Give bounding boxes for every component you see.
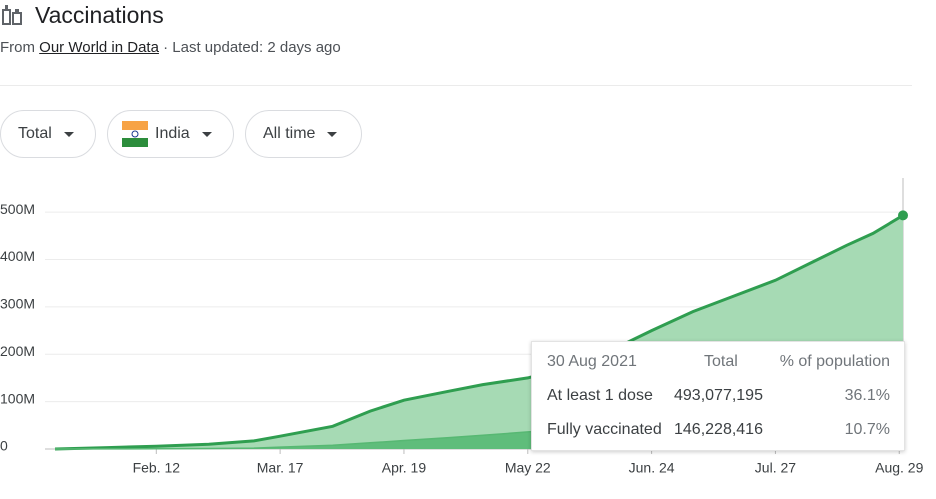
y-tick-label: 200M bbox=[0, 343, 35, 359]
tooltip-date: 30 Aug 2021 bbox=[547, 353, 637, 370]
source-prefix: From bbox=[0, 39, 35, 56]
x-tick-label: May 22 bbox=[505, 460, 551, 476]
y-tick-label: 300M bbox=[0, 296, 35, 312]
tooltip-percent: 10.7% bbox=[844, 421, 890, 438]
subtitle: From Our World in Data · Last updated: 2… bbox=[0, 39, 341, 56]
x-tick-label: Mar. 17 bbox=[257, 460, 304, 476]
source-link[interactable]: Our World in Data bbox=[39, 39, 159, 56]
last-updated: · Last updated: 2 days ago bbox=[163, 39, 341, 56]
y-tick-label: 0 bbox=[0, 438, 8, 454]
x-tick-label: Apr. 19 bbox=[382, 460, 427, 476]
button-label: All time bbox=[263, 125, 316, 142]
x-tick-label: Jul. 27 bbox=[755, 460, 796, 476]
tooltip-total: 493,077,195 bbox=[674, 387, 763, 404]
range-button[interactable]: All time bbox=[245, 110, 362, 158]
country-button[interactable]: India bbox=[107, 110, 234, 158]
hover-dot bbox=[898, 210, 908, 221]
tooltip-column: % of population bbox=[779, 353, 890, 370]
tooltip-series: Fully vaccinated bbox=[547, 421, 662, 438]
x-tick-label: Aug. 29 bbox=[875, 460, 923, 476]
vaccine-icon bbox=[2, 5, 22, 25]
metric-button[interactable]: Total bbox=[0, 110, 96, 158]
y-tick-label: 500M bbox=[0, 201, 35, 217]
tooltip-series: At least 1 dose bbox=[547, 387, 653, 404]
flag bbox=[122, 121, 148, 147]
x-tick-label: Feb. 12 bbox=[133, 460, 181, 476]
x-tick-label: Jun. 24 bbox=[629, 460, 675, 476]
button-label: Total bbox=[18, 125, 52, 142]
tooltip-percent: 36.1% bbox=[844, 387, 890, 404]
y-tick-label: 400M bbox=[0, 248, 35, 264]
line bbox=[54, 214, 904, 451]
y-tick-label: 100M bbox=[0, 390, 35, 406]
tooltip: 30 Aug 2021 Total % of population At lea… bbox=[531, 341, 905, 451]
title: Vaccinations bbox=[35, 2, 164, 28]
button-label: India bbox=[155, 125, 190, 142]
divider bbox=[0, 85, 912, 86]
tooltip-total: 146,228,416 bbox=[674, 421, 763, 438]
tooltip-column: Total bbox=[704, 353, 738, 370]
